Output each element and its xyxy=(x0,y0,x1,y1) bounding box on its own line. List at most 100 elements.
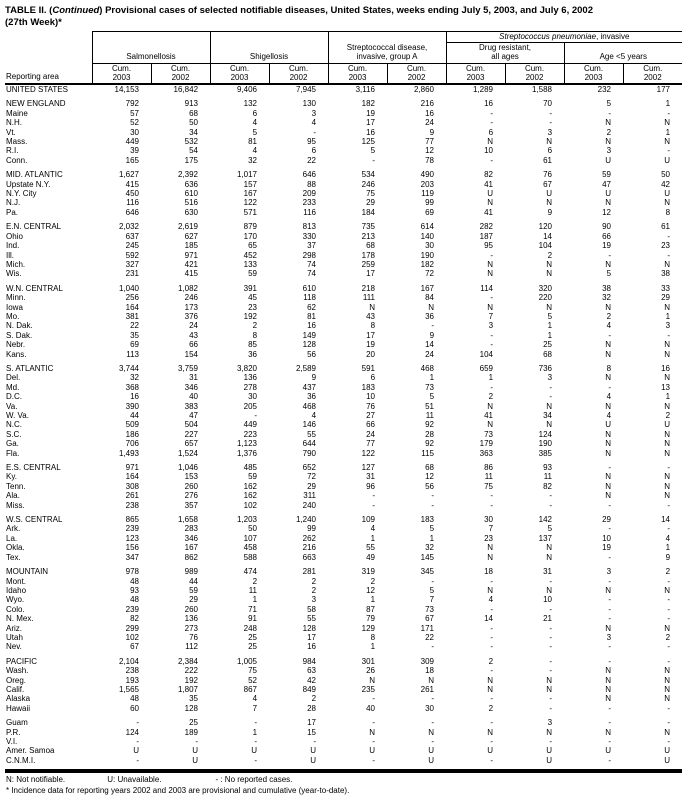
cell-value: 1 xyxy=(665,392,671,402)
cell-value: 171 xyxy=(420,623,435,633)
col-group-shigellosis: Shigellosis xyxy=(209,31,329,64)
table-row: Wash. 238 222 75 63 26 18 - - N N xyxy=(5,666,682,675)
cell-value: 862 xyxy=(184,552,199,562)
cell-value: 61 xyxy=(661,222,671,232)
table-row: Maine 57 68 6 3 19 16 - - - - xyxy=(5,109,682,118)
row-label: Iowa xyxy=(6,302,23,312)
cell-value: - xyxy=(431,321,435,331)
cell-value: 4 xyxy=(370,524,376,534)
cell-value: 140 xyxy=(420,231,435,241)
cell-value: N xyxy=(605,198,612,208)
cell-value: 849 xyxy=(302,684,317,694)
cell-value: 29 xyxy=(189,595,199,605)
cell-value: 3 xyxy=(547,373,553,383)
cell-value: 68 xyxy=(543,349,553,359)
row-label: MOUNTAIN xyxy=(6,567,49,577)
cell-value: 216 xyxy=(420,99,435,109)
cell-value: 136 xyxy=(184,614,199,624)
cell-value: - xyxy=(608,463,612,473)
cell-value: 14 xyxy=(543,231,553,241)
row-label: W. Va. xyxy=(6,411,29,420)
row-label: Hawaii xyxy=(6,703,31,713)
cell-value: 16 xyxy=(366,127,376,137)
cell-value: - xyxy=(608,524,612,534)
cell-value: 1,565 xyxy=(118,684,139,694)
cell-value: 47 xyxy=(189,411,199,420)
cell-value: 32 xyxy=(130,373,139,383)
cell-value: - xyxy=(549,737,553,746)
cell-value: 1 xyxy=(252,727,258,737)
cell-value: N xyxy=(664,429,671,439)
row-label: Mo. xyxy=(6,311,20,321)
cell-value: 14 xyxy=(425,340,435,350)
cell-value: 129 xyxy=(361,623,376,633)
table-row: Kans. 113 154 36 56 20 24 104 68 N N xyxy=(5,350,682,359)
cell-value: 81 xyxy=(307,311,317,321)
cell-value: 124 xyxy=(125,727,139,737)
cell-value: 437 xyxy=(302,382,317,392)
cell-value: 30 xyxy=(248,392,258,402)
row-label: Ala. xyxy=(6,491,20,501)
row-label: N. Mex. xyxy=(6,614,34,624)
cell-value: 52 xyxy=(248,675,258,685)
cell-value: 2 xyxy=(488,656,494,666)
table-row: N.C. 509 504 449 146 66 92 N N U U xyxy=(5,420,682,429)
cell-value: 75 xyxy=(484,481,494,491)
cell-value: - xyxy=(490,500,494,510)
cell-value: 42 xyxy=(661,179,671,189)
cell-value: N xyxy=(487,259,494,269)
cell-value: 6 xyxy=(252,108,258,118)
cell-value: 41 xyxy=(484,207,494,217)
table-row: R.I. 39 54 4 6 5 12 10 6 3 - xyxy=(5,146,682,155)
cell-value: 113 xyxy=(126,349,139,359)
cell-value: 10 xyxy=(543,595,553,605)
cell-value: 24 xyxy=(189,321,199,331)
cell-value: 346 xyxy=(184,382,199,392)
cell-value: 4 xyxy=(606,411,612,420)
cell-value: 38 xyxy=(602,283,612,293)
table-row: Oreg. 193 192 52 42 N N N N N N xyxy=(5,676,682,685)
table-row: C.N.M.I. - U - U - U - U - U xyxy=(5,756,682,765)
cell-value: 283 xyxy=(184,524,199,534)
cell-value: 82 xyxy=(543,481,553,491)
col-header-cum-2003: Cum. 2003 xyxy=(445,63,506,85)
cell-value: 646 xyxy=(302,170,317,180)
cell-value: 67 xyxy=(425,614,435,624)
cell-value: - xyxy=(667,642,671,652)
cell-value: 133 xyxy=(243,259,258,269)
cell-value: N xyxy=(664,623,671,633)
legend-not-notifiable: N: Not notifiable. xyxy=(6,775,66,785)
cell-value: 86 xyxy=(484,463,494,473)
cell-value: 282 xyxy=(479,222,494,232)
row-label: Ark. xyxy=(6,524,21,534)
cell-value: N xyxy=(428,675,435,685)
cell-value: 22 xyxy=(307,155,317,165)
cell-value: N xyxy=(605,259,612,269)
cell-value: N xyxy=(605,137,612,147)
cell-value: 2 xyxy=(665,411,671,420)
cell-value: 203 xyxy=(420,179,435,189)
cell-value: N xyxy=(487,585,494,595)
cell-value: U xyxy=(664,755,671,765)
cell-value: 1,376 xyxy=(236,448,258,458)
cell-value: 273 xyxy=(184,623,199,633)
cell-value: 614 xyxy=(420,222,435,232)
cell-value: 142 xyxy=(538,515,553,525)
table-row: Ala. 261 276 162 311 - - - - N N xyxy=(5,491,682,500)
cell-value: - xyxy=(667,595,671,605)
cum-header-row: Cum. 2003 Cum. 2002 Cum. 2003 Cum. 2002 Cum.… xyxy=(5,63,683,85)
row-label: Utah xyxy=(6,632,23,642)
cell-value: U xyxy=(546,755,553,765)
cell-value: U xyxy=(664,189,671,199)
row-label: Alaska xyxy=(6,694,31,704)
cell-value: 2 xyxy=(252,576,258,586)
row-label: C.N.M.I. xyxy=(6,755,36,765)
cell-value: 16 xyxy=(130,392,139,402)
cell-value: 35 xyxy=(130,330,139,340)
cell-value: 1,807 xyxy=(177,684,199,694)
cell-value: U xyxy=(310,746,317,756)
cell-value: N xyxy=(487,552,494,562)
cell-value: 345 xyxy=(420,567,435,577)
cell-value: 381 xyxy=(125,311,139,321)
cell-value: 1,658 xyxy=(177,515,199,525)
